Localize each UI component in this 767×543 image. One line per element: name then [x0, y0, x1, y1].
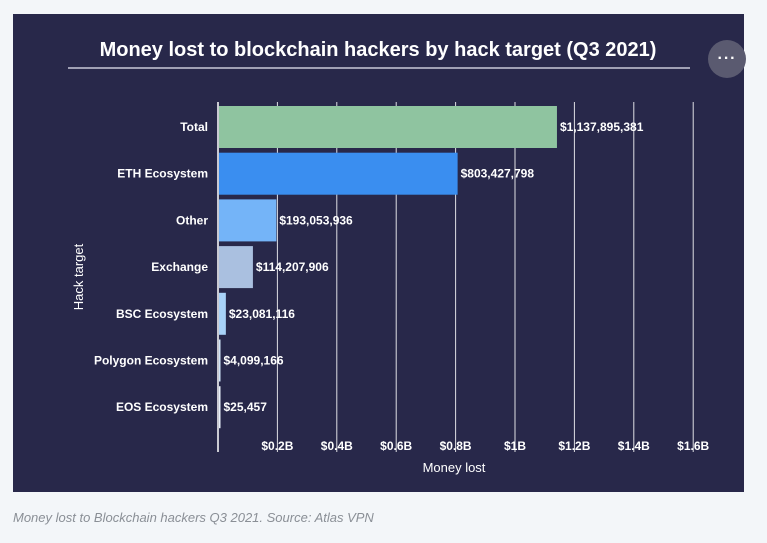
category-label: EOS Ecosystem — [116, 400, 208, 414]
x-axis-label: Money lost — [423, 460, 486, 475]
figure-caption: Money lost to Blockchain hackers Q3 2021… — [13, 510, 374, 525]
value-label: $193,053,936 — [279, 213, 353, 227]
bar — [219, 386, 221, 429]
value-label: $23,081,116 — [229, 307, 295, 321]
bar-layer — [219, 106, 557, 429]
category-label: Polygon Ecosystem — [94, 354, 208, 368]
bar — [219, 339, 221, 382]
bar — [219, 246, 253, 289]
bar-chart: Money lost to blockchain hackers by hack… — [68, 39, 710, 475]
more-options-button[interactable]: ··· — [708, 40, 746, 78]
tick-layer: $0.2B $0.4B $0.6B $0.8B $1B $1.2B $1.4B $1.6B — [261, 439, 709, 453]
x-tick-label: $1B — [504, 439, 526, 453]
value-label: $4,099,166 — [224, 354, 284, 368]
x-tick-label: $0.4B — [321, 439, 353, 453]
category-label: Exchange — [151, 260, 208, 274]
category-label: ETH Ecosystem — [117, 167, 208, 181]
value-label: $1,137,895,381 — [560, 120, 644, 134]
x-tick-label: $1.4B — [618, 439, 650, 453]
x-tick-label: $1.6B — [677, 439, 709, 453]
label-layer: Total $1,137,895,381 ETH Ecosystem $803,427… — [94, 120, 644, 414]
category-label: Other — [176, 213, 208, 227]
value-label: $114,207,906 — [256, 260, 329, 274]
bar — [219, 106, 557, 148]
bar — [219, 152, 458, 195]
category-label: BSC Ecosystem — [116, 307, 208, 321]
y-axis-label: Hack target — [71, 243, 86, 310]
value-label: $25,457 — [224, 400, 268, 414]
bar — [219, 292, 226, 335]
x-tick-label: $0.8B — [440, 439, 472, 453]
x-tick-label: $1.2B — [558, 439, 590, 453]
chart-title: Money lost to blockchain hackers by hack… — [100, 39, 657, 61]
x-tick-label: $0.2B — [261, 439, 293, 453]
x-tick-label: $0.6B — [380, 439, 412, 453]
value-label: $803,427,798 — [461, 167, 535, 181]
category-label: Total — [180, 120, 208, 134]
bar — [219, 199, 277, 242]
ellipsis-icon: ··· — [717, 50, 737, 67]
chart-panel: Money lost to blockchain hackers by hack… — [13, 14, 746, 492]
